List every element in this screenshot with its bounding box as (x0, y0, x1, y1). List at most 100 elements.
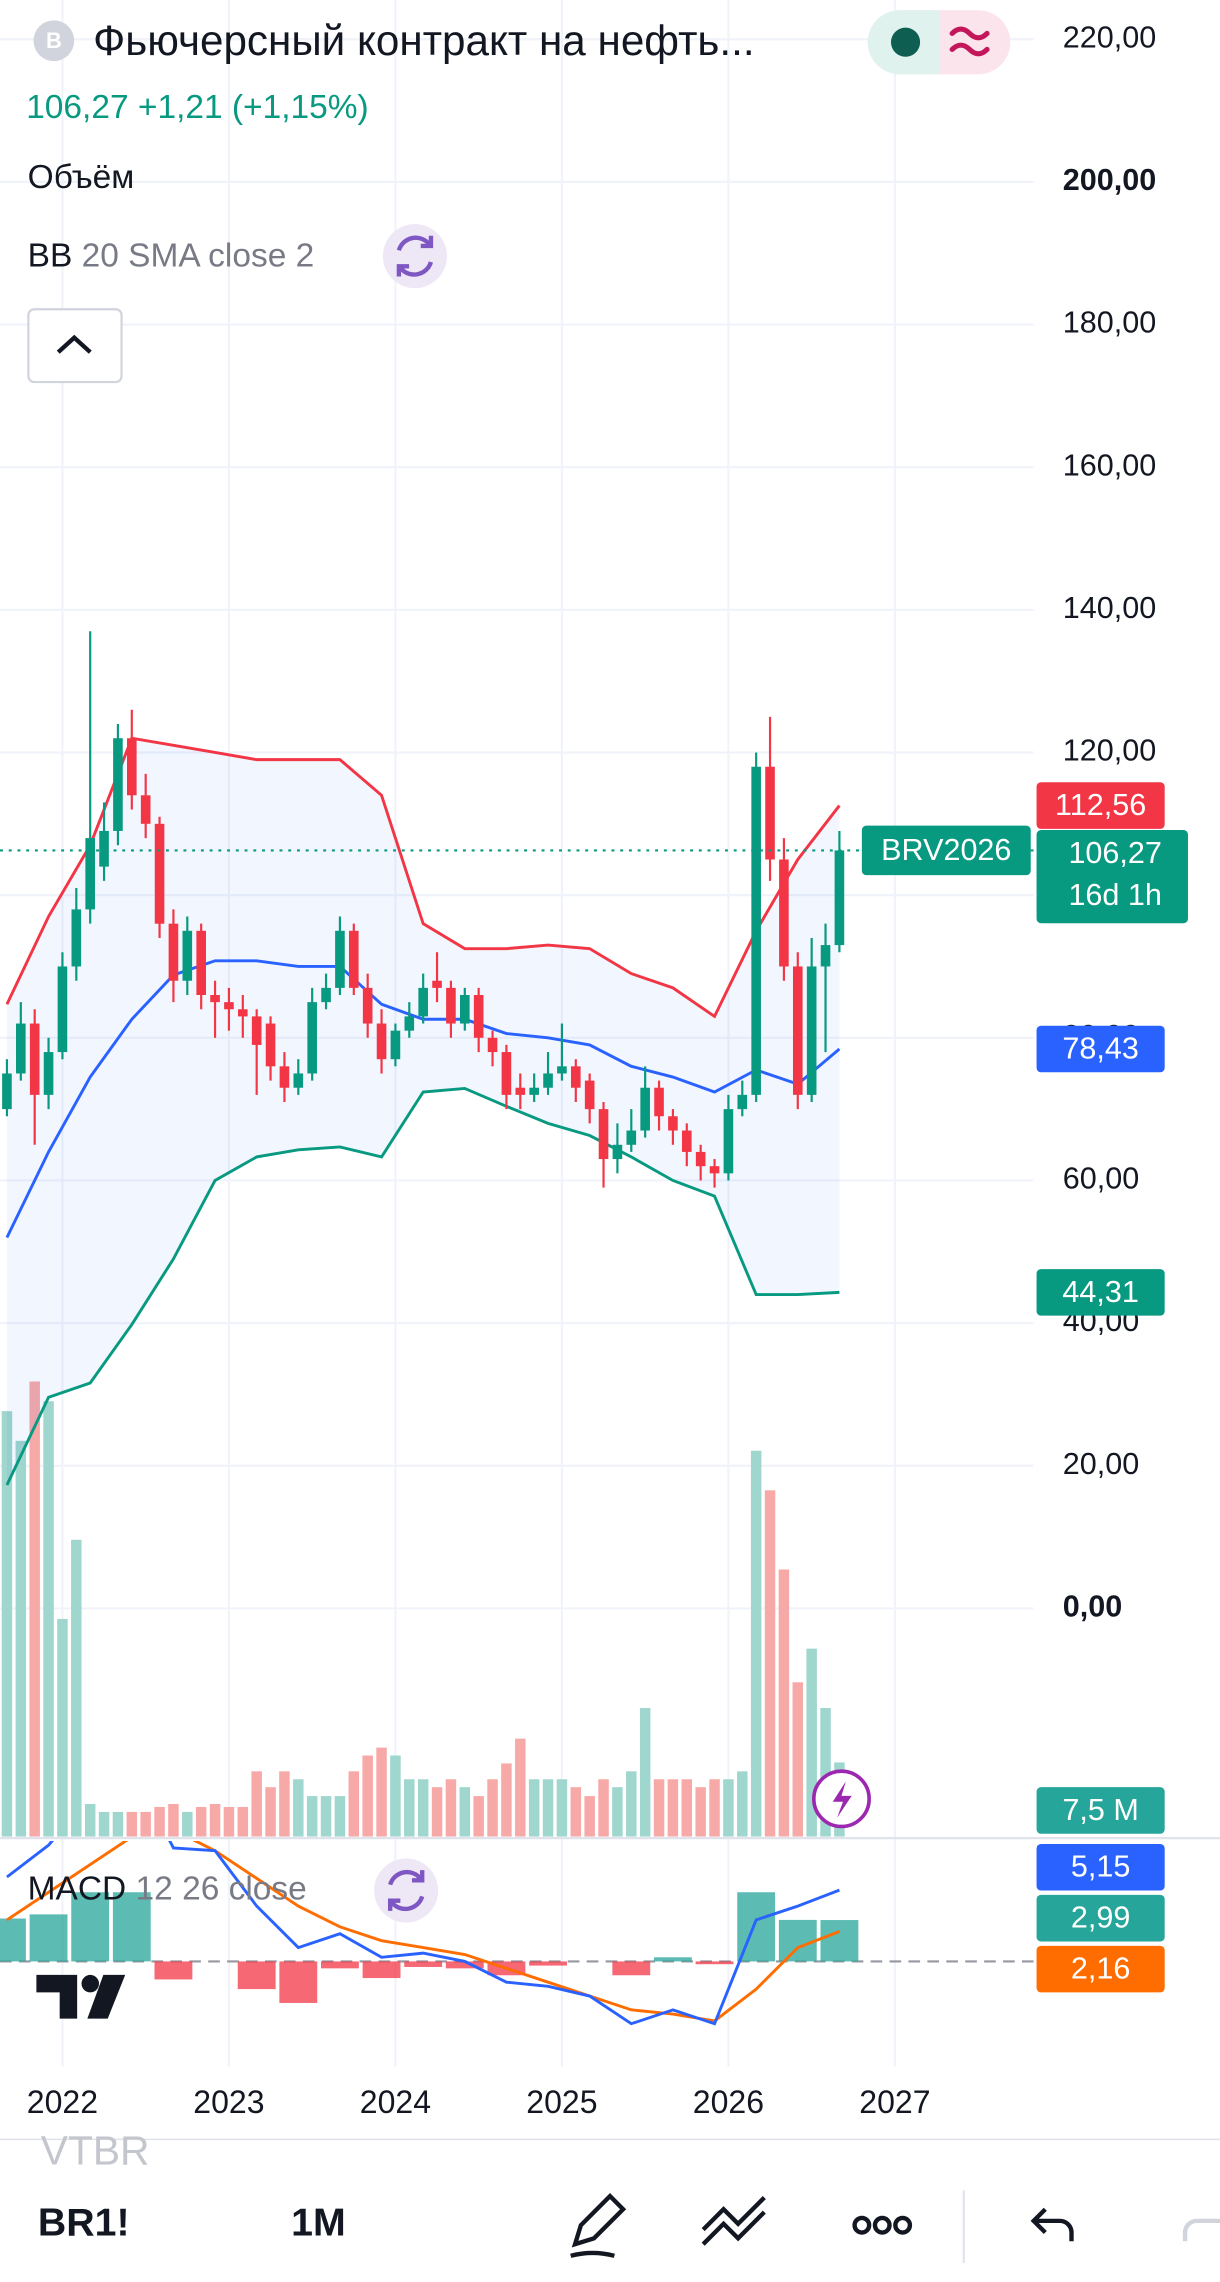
bb-name: BB (28, 237, 73, 274)
volume-bar (612, 1787, 623, 1837)
volume-bar (43, 1401, 54, 1837)
candle-body (584, 1080, 595, 1110)
candle-body (140, 795, 151, 824)
macd-histogram-bar (29, 1914, 68, 1962)
macd-legend[interactable]: MACD 12 26 close (28, 1870, 307, 1907)
price-change: +1,21 (+1,15%) (138, 89, 369, 126)
candle-body (210, 995, 220, 1003)
volume-bar (695, 1787, 706, 1837)
candle-body (182, 930, 193, 981)
macd-histogram-bar (778, 1919, 817, 1962)
candle-body (709, 1166, 720, 1174)
volume-bar (376, 1747, 387, 1837)
volume-bar (737, 1771, 748, 1837)
macd-histogram-bar (279, 1961, 318, 2003)
candle-body (598, 1109, 609, 1160)
y-tick-label: 140,00 (1063, 591, 1156, 625)
toolbar (0, 2171, 1220, 2282)
candle-body (446, 987, 456, 1024)
macd-histogram-bar (237, 1961, 276, 1990)
volume-bar (182, 1811, 193, 1837)
undo-button[interactable] (1030, 2207, 1074, 2242)
volume-bar (84, 1804, 96, 1837)
volume-bar (417, 1779, 429, 1837)
tradingview-logo[interactable] (36, 1974, 126, 2019)
x-tick-label: 2025 (526, 2084, 597, 2120)
collapse-button[interactable] (27, 308, 123, 384)
candle-body (29, 1023, 40, 1095)
candle-body (168, 923, 179, 981)
volume-bar (487, 1779, 498, 1837)
x-tick-label: 2024 (360, 2084, 431, 2120)
price-badge (1036, 1787, 1165, 1834)
candle-body (85, 838, 95, 910)
indicators-tool[interactable] (701, 2196, 766, 2246)
redo-button[interactable] (1182, 2218, 1220, 2242)
y-tick-label: 160,00 (1063, 448, 1156, 482)
macd-line (6, 1841, 840, 2026)
volume-bar (15, 1440, 27, 1837)
volume-bar (639, 1708, 651, 1837)
volume-bar (515, 1738, 526, 1837)
bb-legend[interactable]: BB 20 SMA close 2 (28, 237, 315, 274)
volume-bar (404, 1779, 415, 1837)
y-tick-label: 200,00 (1063, 163, 1156, 197)
bb-refresh-icon[interactable] (382, 224, 447, 289)
candle-body (154, 823, 165, 924)
interval-button[interactable]: 1M (291, 2201, 346, 2245)
price-badge (1036, 782, 1165, 829)
mode-toggle[interactable] (867, 10, 1011, 75)
price-badge-label: 44,31 (1062, 1275, 1138, 1309)
volume-bar (29, 1381, 40, 1837)
volume-bar (362, 1755, 373, 1837)
candle-body (16, 1023, 26, 1074)
symbol-icon (33, 20, 75, 62)
candle-body (723, 1109, 734, 1174)
candle-body (362, 987, 373, 1024)
candle-body (557, 1066, 567, 1074)
lightning-button[interactable] (811, 1769, 871, 1829)
macd-pane (0, 1841, 1034, 2026)
symbol-icon-letter: B (46, 28, 62, 53)
volume-bar (806, 1648, 817, 1837)
symbol-button[interactable]: BR1! (38, 2201, 130, 2245)
macd-refresh-icon[interactable] (374, 1858, 439, 1923)
volume-bar (709, 1779, 720, 1837)
candle-body (612, 1144, 623, 1160)
draw-tool[interactable] (570, 2193, 627, 2258)
candle-body (265, 1023, 276, 1067)
volume-bar (98, 1811, 110, 1837)
candle-body (695, 1151, 706, 1167)
x-tick-label: 2027 (859, 2084, 930, 2120)
candle-body (99, 830, 109, 867)
volume-bar (445, 1779, 457, 1837)
candle-body (543, 1073, 553, 1088)
volume-bar (168, 1804, 179, 1837)
candle-body (459, 995, 470, 1024)
volume-bar (306, 1796, 318, 1837)
volume-bar (195, 1806, 207, 1837)
candle-body (71, 909, 82, 967)
candle-body (404, 1016, 415, 1031)
bb-fill (6, 738, 840, 1486)
volume-bar (667, 1779, 679, 1837)
volume-bar (1, 1411, 13, 1837)
y-tick-label: 180,00 (1063, 306, 1156, 340)
volume-bar (459, 1787, 471, 1837)
candle-body (321, 987, 331, 1003)
volume-bar (293, 1779, 304, 1837)
symbol-badge (861, 825, 1031, 876)
macd-histogram-bar (0, 1918, 26, 1962)
volume-legend[interactable]: Объём (28, 159, 135, 196)
macd-histogram-bar (820, 1920, 859, 1962)
more-button[interactable] (852, 2215, 913, 2235)
symbol-title[interactable]: Фьючерсный контракт на нефть... (93, 17, 754, 64)
volume-bar (251, 1771, 262, 1837)
volume-bar (528, 1779, 540, 1837)
candle-body (626, 1130, 637, 1145)
y-tick-label: 120,00 (1063, 734, 1156, 768)
candle-body (279, 1066, 290, 1088)
